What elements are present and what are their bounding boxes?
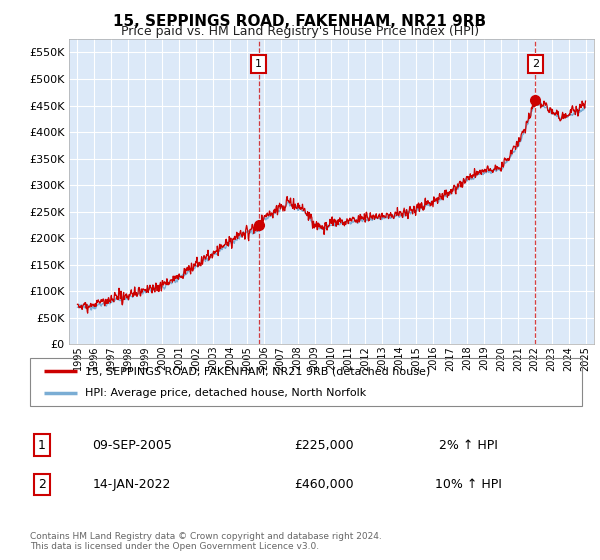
Text: £460,000: £460,000: [294, 478, 354, 491]
Text: 10% ↑ HPI: 10% ↑ HPI: [434, 478, 502, 491]
Text: 2% ↑ HPI: 2% ↑ HPI: [439, 438, 497, 452]
Text: HPI: Average price, detached house, North Norfolk: HPI: Average price, detached house, Nort…: [85, 388, 367, 398]
Text: 2: 2: [38, 478, 46, 491]
Text: 09-SEP-2005: 09-SEP-2005: [92, 438, 172, 452]
Text: 1: 1: [256, 59, 262, 69]
Text: 1: 1: [38, 438, 46, 452]
Text: 14-JAN-2022: 14-JAN-2022: [93, 478, 171, 491]
Text: Price paid vs. HM Land Registry's House Price Index (HPI): Price paid vs. HM Land Registry's House …: [121, 25, 479, 38]
Text: Contains HM Land Registry data © Crown copyright and database right 2024.
This d: Contains HM Land Registry data © Crown c…: [30, 532, 382, 552]
Text: 15, SEPPINGS ROAD, FAKENHAM, NR21 9RB (detached house): 15, SEPPINGS ROAD, FAKENHAM, NR21 9RB (d…: [85, 366, 430, 376]
Text: £225,000: £225,000: [294, 438, 354, 452]
Text: 2: 2: [532, 59, 539, 69]
Text: 15, SEPPINGS ROAD, FAKENHAM, NR21 9RB: 15, SEPPINGS ROAD, FAKENHAM, NR21 9RB: [113, 14, 487, 29]
